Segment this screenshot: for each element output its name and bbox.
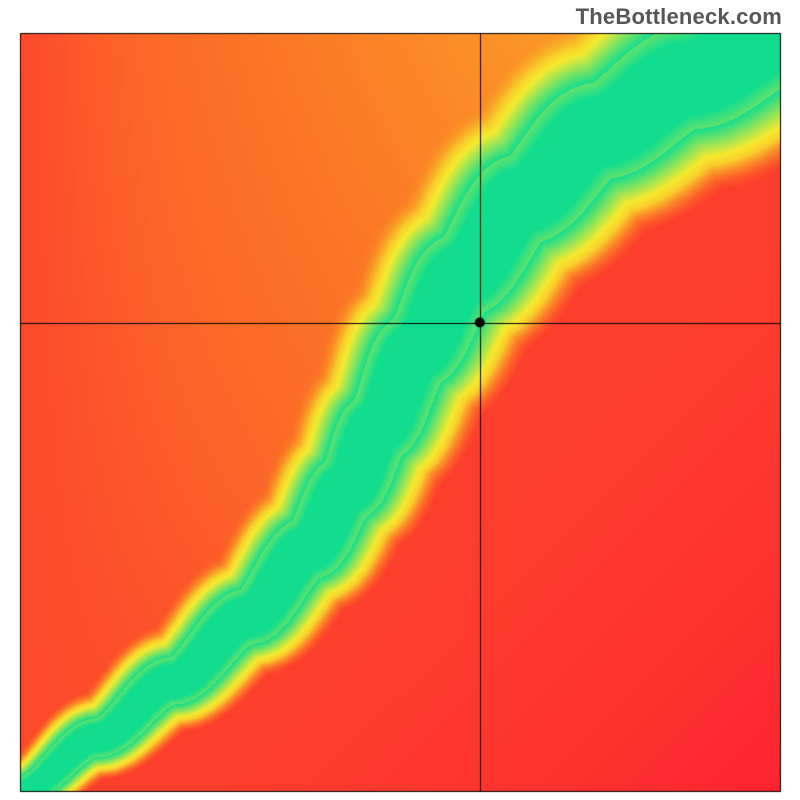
chart-container: TheBottleneck.com xyxy=(0,0,800,800)
heatmap-canvas xyxy=(0,0,800,800)
watermark-text: TheBottleneck.com xyxy=(576,4,782,30)
